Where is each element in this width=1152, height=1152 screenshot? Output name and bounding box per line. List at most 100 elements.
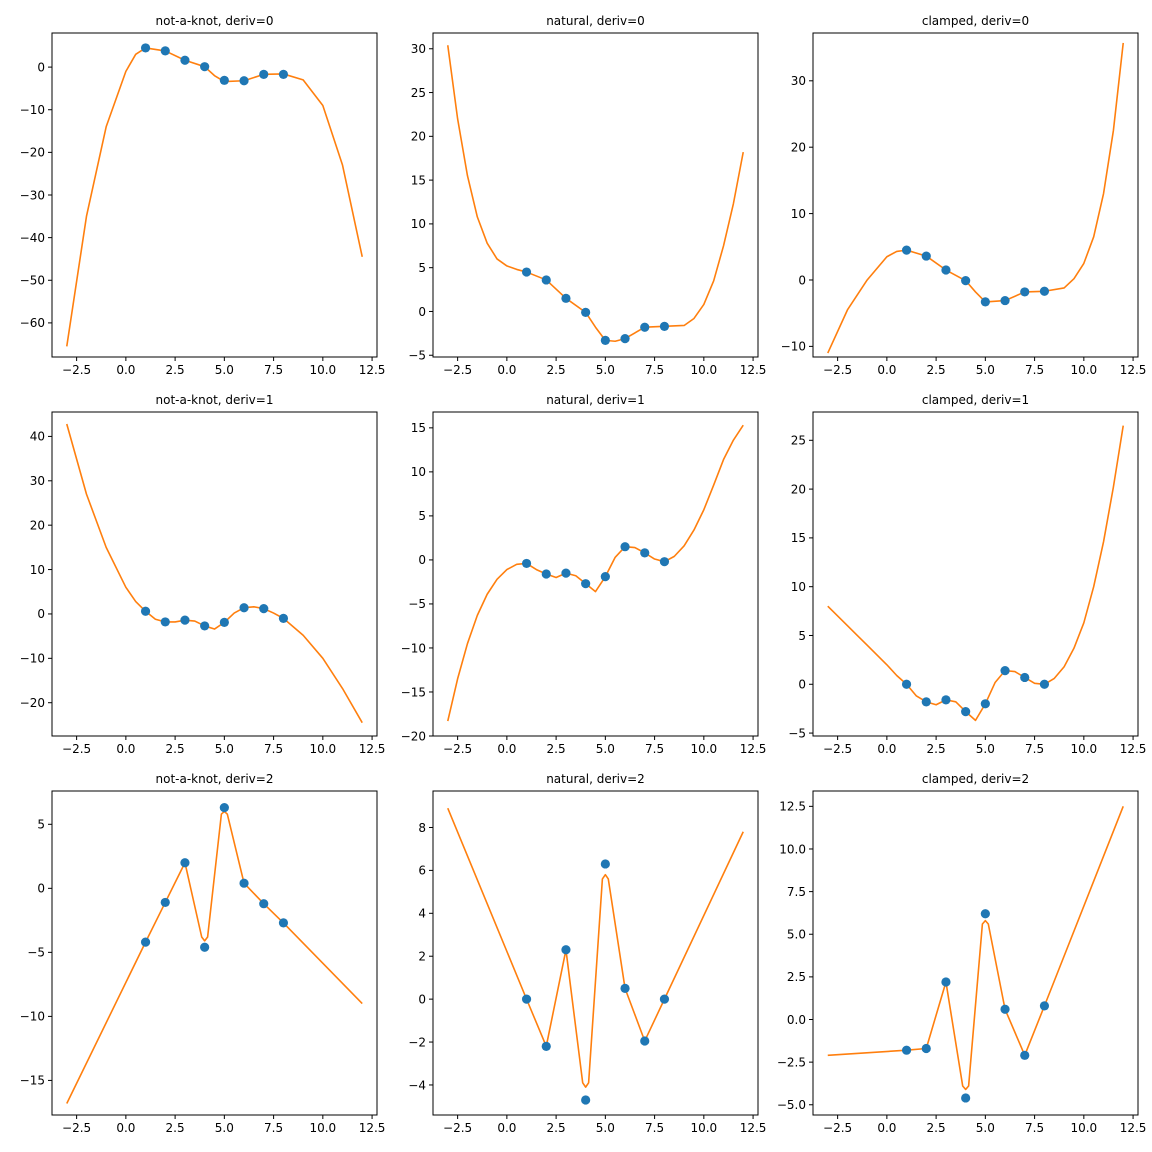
x-tick-label: 10.0 xyxy=(690,363,717,377)
y-tick-label: 15 xyxy=(411,421,426,435)
x-tick-label: 0.0 xyxy=(116,742,135,756)
subplot-6: clamped, deriv=1 −2.5 0.0 2.5 5.0 7.5 10.0 12.5… xyxy=(788,393,1146,756)
data-point xyxy=(278,613,289,623)
y-tick-label: −10 xyxy=(20,1010,45,1024)
x-tick-label: −2.5 xyxy=(62,363,91,377)
axes-frame xyxy=(812,790,1139,1116)
y-tick-label: 6 xyxy=(418,864,426,878)
y-tick-label: −5 xyxy=(408,349,426,363)
y-tick-label: 10 xyxy=(791,580,806,594)
data-point xyxy=(941,977,951,987)
x-tick-label: 5.0 xyxy=(596,363,615,377)
subplot-title: not-a-knot, deriv=2 xyxy=(156,772,274,786)
data-point xyxy=(200,62,210,72)
y-tick-label: 5 xyxy=(418,261,426,275)
y-tick-label: −15 xyxy=(401,685,426,699)
y-tick-label: 2.5 xyxy=(787,970,806,984)
y-tick-label: 15 xyxy=(791,531,806,545)
plot-area xyxy=(433,33,758,357)
data-point xyxy=(541,1041,551,1051)
data-point xyxy=(259,899,269,909)
y-tick-label: −10 xyxy=(20,652,45,666)
data-point xyxy=(278,69,289,79)
y-tick-label: −20 xyxy=(401,729,426,743)
data-point xyxy=(140,606,151,616)
data-point xyxy=(961,276,971,286)
subplot-7: not-a-knot, deriv=2 −2.5 0.0 2.5 5.0 7.5 10.0 1… xyxy=(20,772,386,1135)
y-tick-label: 7.5 xyxy=(787,885,806,899)
x-tick-label: 0.0 xyxy=(877,363,896,377)
subplot-title: clamped, deriv=1 xyxy=(922,393,1029,407)
y-tick-label: −10 xyxy=(781,340,806,354)
x-tick-label: −2.5 xyxy=(443,1121,472,1135)
y-tick-label: 20 xyxy=(791,482,806,496)
x-tick-label: 5.0 xyxy=(215,1121,234,1135)
x-tick-label: 12.5 xyxy=(740,363,767,377)
x-tick-label: 7.5 xyxy=(1025,1121,1044,1135)
x-tick-label: 0.0 xyxy=(497,742,516,756)
y-tick-label: −5 xyxy=(27,946,45,960)
y-tick-label: 25 xyxy=(411,86,426,100)
y-tick-label: −5.0 xyxy=(777,1098,806,1112)
spline-curve xyxy=(66,810,363,1104)
y-tick-label: −60 xyxy=(20,316,45,330)
y-tick-label: 40 xyxy=(30,430,45,444)
data-point xyxy=(219,617,229,627)
data-point xyxy=(239,603,249,613)
data-point xyxy=(901,1045,912,1055)
x-tick-label: 0.0 xyxy=(877,1121,896,1135)
x-tick-label: 12.5 xyxy=(740,742,767,756)
y-tick-label: −20 xyxy=(20,146,45,160)
x-tick-label: 0.0 xyxy=(116,363,135,377)
y-tick-label: −2 xyxy=(408,1035,426,1049)
subplot-3: clamped, deriv=0 −2.5 0.0 2.5 5.0 7.5 10.0 12.5… xyxy=(781,14,1147,377)
data-point xyxy=(581,1095,591,1105)
subplot-title: not-a-knot, deriv=0 xyxy=(156,14,274,28)
data-point xyxy=(140,43,151,53)
y-tick-label: 10 xyxy=(791,207,806,221)
x-tick-label: 7.5 xyxy=(645,742,664,756)
x-tick-label: 2.5 xyxy=(547,363,566,377)
data-point xyxy=(140,937,151,947)
subplot-title: clamped, deriv=2 xyxy=(922,772,1029,786)
subplot-8: natural, deriv=2 −2.5 0.0 2.5 5.0 7.5 10.0 12.5… xyxy=(408,772,766,1135)
spline-curve xyxy=(446,45,745,343)
x-tick-label: 12.5 xyxy=(740,1121,767,1135)
data-point xyxy=(278,918,289,928)
subplot-4: not-a-knot, deriv=1 −2.5 0.0 2.5 5.0 7.5 10.0 1… xyxy=(20,393,386,756)
y-tick-label: 8 xyxy=(418,821,426,835)
data-point xyxy=(1039,1001,1050,1011)
data-point xyxy=(521,267,532,277)
data-point xyxy=(541,275,551,285)
data-point xyxy=(180,55,190,65)
x-tick-label: 5.0 xyxy=(596,742,615,756)
x-tick-label: 5.0 xyxy=(596,1121,615,1135)
y-tick-label: −2.5 xyxy=(777,1055,806,1069)
y-tick-label: −20 xyxy=(20,696,45,710)
data-point xyxy=(561,945,571,955)
data-point xyxy=(620,334,630,344)
axes-frame xyxy=(432,790,759,1116)
x-tick-label: 2.5 xyxy=(166,1121,185,1135)
data-point xyxy=(239,76,249,86)
data-point xyxy=(980,297,990,307)
x-tick-label: 12.5 xyxy=(359,1121,386,1135)
plot-area xyxy=(813,791,1138,1115)
data-point xyxy=(980,699,990,709)
x-tick-label: 7.5 xyxy=(645,363,664,377)
y-tick-label: 20 xyxy=(791,140,806,154)
data-point xyxy=(1039,679,1050,689)
data-point xyxy=(180,858,190,868)
y-tick-label: 15 xyxy=(411,173,426,187)
y-tick-label: 0 xyxy=(418,992,426,1006)
data-point xyxy=(1020,287,1030,297)
data-point xyxy=(1020,672,1030,683)
x-tick-label: 12.5 xyxy=(1120,742,1147,756)
axes-frame xyxy=(432,411,759,737)
x-tick-label: −2.5 xyxy=(823,1121,852,1135)
data-point xyxy=(941,265,951,275)
data-point xyxy=(941,695,951,705)
y-tick-label: −4 xyxy=(408,1078,426,1092)
plot-area xyxy=(52,791,377,1115)
